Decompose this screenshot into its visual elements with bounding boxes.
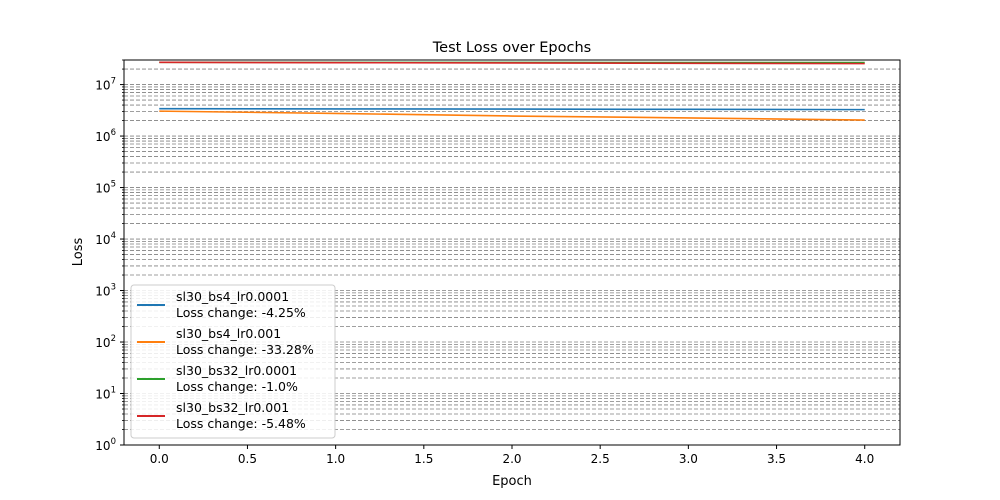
y-tick-label: 103 [95, 283, 116, 299]
x-tick-label: 2.5 [591, 452, 610, 466]
legend-box [130, 284, 336, 439]
legend-detail-4: Loss change: -5.48% [176, 416, 306, 431]
y-tick-label: 101 [95, 386, 116, 402]
y-tick-label: 104 [95, 231, 116, 247]
y-tick-label: 100 [95, 437, 116, 453]
x-axis-label: Epoch [492, 474, 532, 489]
x-tick-label: 2.0 [502, 452, 521, 466]
legend-label-4: sl30_bs32_lr0.001 [176, 400, 289, 415]
chart-title: Test Loss over Epochs [432, 40, 591, 56]
y-axis-label: Loss [71, 238, 86, 267]
x-tick-label: 0.5 [238, 452, 257, 466]
x-tick-label: 4.0 [855, 452, 874, 466]
y-axis: 100 101 102 103 104 105 106 107 [95, 59, 124, 453]
legend-label-2: sl30_bs4_lr0.001 [176, 326, 281, 341]
legend-detail-2: Loss change: -33.28% [176, 342, 314, 357]
x-tick-label: 3.0 [679, 452, 698, 466]
legend-detail-1: Loss change: -4.25% [176, 305, 306, 320]
y-tick-label: 107 [95, 77, 116, 93]
x-axis: 0.0 0.5 1.0 1.5 2.0 2.5 3.0 3.5 4.0 [150, 445, 874, 466]
x-tick-label: 3.5 [767, 452, 786, 466]
legend-detail-3: Loss change: -1.0% [176, 379, 298, 394]
series-line-1 [159, 107, 865, 111]
y-tick-label: 105 [95, 180, 116, 196]
series-lines [159, 61, 865, 121]
x-tick-label: 1.0 [326, 452, 345, 466]
series-line-2 [159, 110, 865, 121]
x-tick-label: 0.0 [150, 452, 169, 466]
series-line-4 [159, 61, 865, 65]
x-tick-label: 1.5 [414, 452, 433, 466]
legend-label-3: sl30_bs32_lr0.0001 [176, 363, 297, 378]
legend-label-1: sl30_bs4_lr0.0001 [176, 289, 289, 304]
y-tick-label: 102 [95, 334, 116, 350]
y-tick-label: 106 [95, 128, 116, 144]
